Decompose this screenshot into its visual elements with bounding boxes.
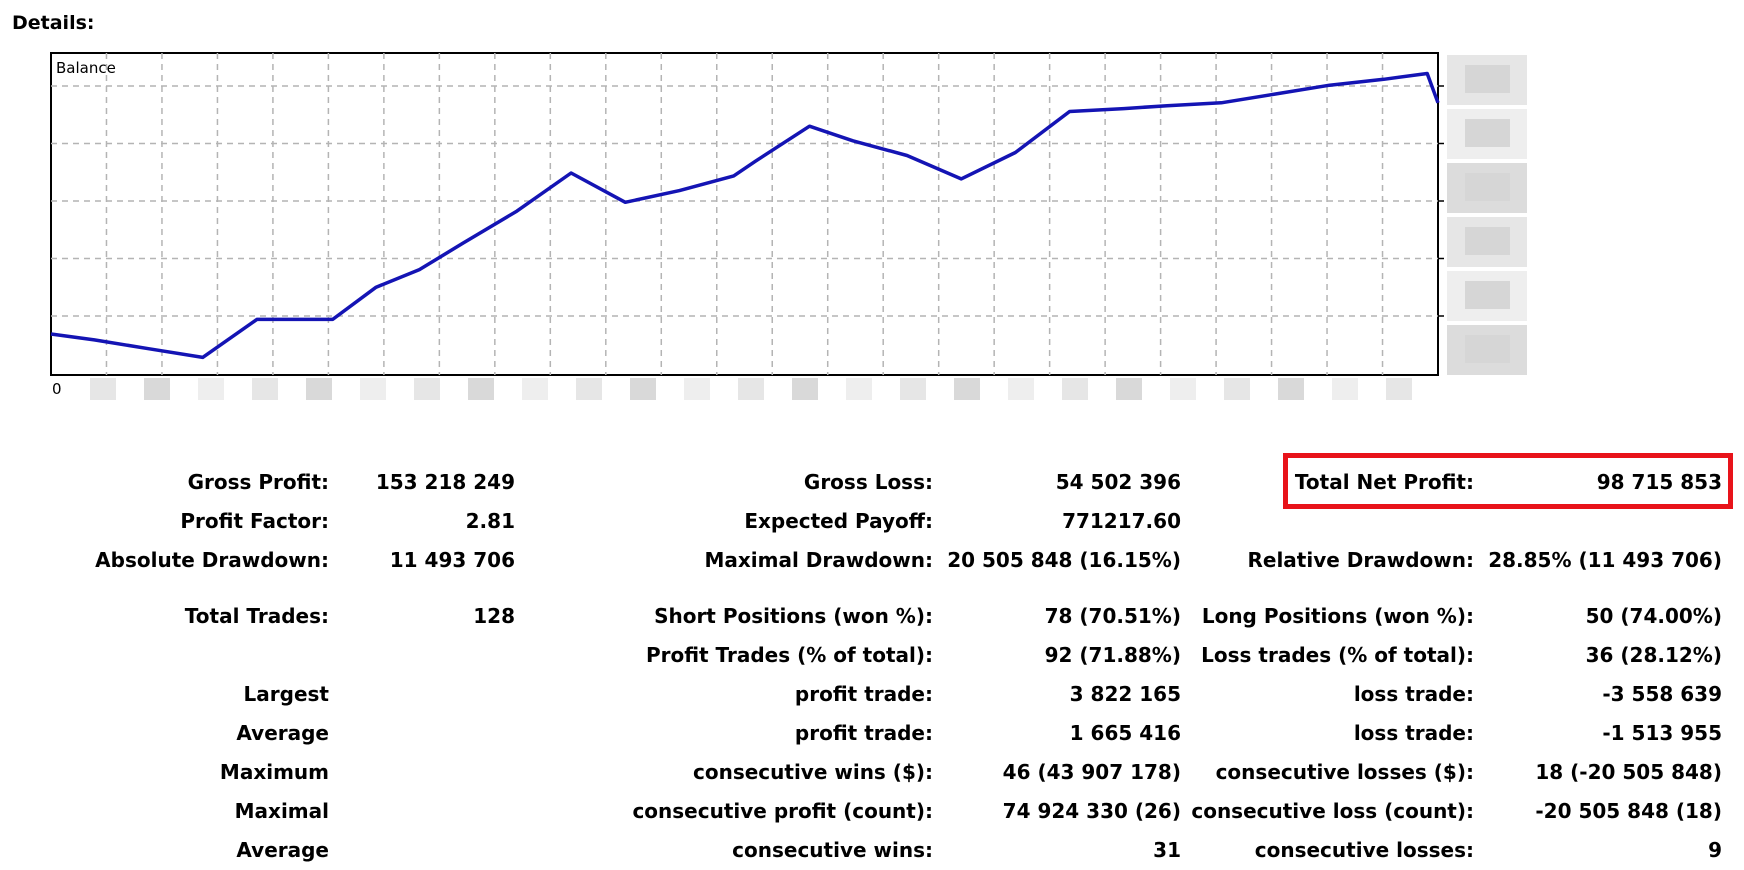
expected-payoff-label: Expected Payoff:: [744, 509, 933, 533]
x-tick-label-obscured: [576, 378, 602, 400]
avg-consec-wins-label: consecutive wins:: [732, 838, 933, 862]
avg-consec-losses-label: consecutive losses:: [1254, 838, 1474, 862]
max-consec-wins-value: 46 (43 907 178): [1002, 760, 1181, 784]
short-positions-value: 78 (70.51%): [1044, 604, 1181, 628]
largest-loss-label: loss trade:: [1353, 682, 1474, 706]
maximal-drawdown-value: 20 505 848 (16.15%): [947, 548, 1181, 572]
maximal-consec-profit-value: 74 924 330 (26): [1002, 799, 1181, 823]
x-tick-label-obscured: [414, 378, 440, 400]
profit-factor-label: Profit Factor:: [180, 509, 329, 533]
y-tick-label-obscured: [1465, 173, 1510, 201]
relative-drawdown-label: Relative Drawdown:: [1247, 548, 1474, 572]
absolute-drawdown-value: 11 493 706: [389, 548, 515, 572]
y-tick-label-obscured: [1465, 281, 1510, 309]
x-tick-label-obscured: [1278, 378, 1304, 400]
total-net-profit-label: Total Net Profit:: [1294, 470, 1474, 494]
max-consec-losses-value: 18 (-20 505 848): [1535, 760, 1722, 784]
x-tick-label-obscured: [684, 378, 710, 400]
chart-title: Balance: [56, 59, 116, 77]
y-tick-label-obscured: [1465, 227, 1510, 255]
x-tick-label-obscured: [306, 378, 332, 400]
average-loss-label: loss trade:: [1353, 721, 1474, 745]
x-tick-label-obscured: [198, 378, 224, 400]
expected-payoff-value: 771217.60: [1062, 509, 1181, 533]
y-tick-label-obscured: [1465, 65, 1510, 93]
avg-consec-losses-value: 9: [1708, 838, 1722, 862]
x-tick-label-obscured: [1332, 378, 1358, 400]
average-label: Average: [236, 721, 329, 745]
average-profit-label: profit trade:: [794, 721, 933, 745]
gross-loss-label: Gross Loss:: [803, 470, 933, 494]
x-tick-label-obscured: [252, 378, 278, 400]
balance-chart-svg: Balance 0: [50, 52, 1527, 400]
details-heading: Details:: [12, 12, 95, 34]
maximal-label: Maximal: [234, 799, 329, 823]
total-net-profit-highlight: [1283, 453, 1733, 509]
short-positions-label: Short Positions (won %):: [654, 604, 933, 628]
x-tick-label-obscured: [738, 378, 764, 400]
maximal-drawdown-label: Maximal Drawdown:: [704, 548, 933, 572]
maximal-consec-loss-value: -20 505 848 (18): [1535, 799, 1722, 823]
x-tick-label-obscured: [900, 378, 926, 400]
balance-line: [50, 71, 1440, 360]
x-tick-label-obscured: [360, 378, 386, 400]
x-tick-label-obscured: [1116, 378, 1142, 400]
x-tick-label-obscured: [90, 378, 116, 400]
x-tick-label-obscured: [954, 378, 980, 400]
x-tick-label-obscured: [468, 378, 494, 400]
maximum-label: Maximum: [219, 760, 329, 784]
absolute-drawdown-label: Absolute Drawdown:: [95, 548, 329, 572]
gross-loss-value: 54 502 396: [1055, 470, 1181, 494]
total-trades-label: Total Trades:: [184, 604, 329, 628]
x-tick-label-obscured: [846, 378, 872, 400]
x-tick-label-obscured: [144, 378, 170, 400]
loss-trades-value: 36 (28.12%): [1585, 643, 1722, 667]
max-consec-losses-label: consecutive losses ($):: [1215, 760, 1474, 784]
average2-label: Average: [236, 838, 329, 862]
loss-trades-label: Loss trades (% of total):: [1201, 643, 1474, 667]
x-tick-label-obscured: [1062, 378, 1088, 400]
x-tick-label-obscured: [1170, 378, 1196, 400]
largest-profit-value: 3 822 165: [1069, 682, 1181, 706]
balance-chart: Balance 0: [50, 52, 1527, 400]
x-tick-label-obscured: [1386, 378, 1412, 400]
avg-consec-wins-value: 31: [1153, 838, 1181, 862]
y-tick-label-obscured: [1465, 119, 1510, 147]
long-positions-label: Long Positions (won %):: [1201, 604, 1474, 628]
x-tick-label-obscured: [1008, 378, 1034, 400]
total-net-profit-value: 98 715 853: [1596, 470, 1722, 494]
profit-trades-label: Profit Trades (% of total):: [645, 643, 933, 667]
average-loss-value: -1 513 955: [1602, 721, 1722, 745]
x-tick-label-obscured: [792, 378, 818, 400]
x-tick-label-obscured: [1224, 378, 1250, 400]
plot-area: [50, 52, 1439, 376]
relative-drawdown-value: 28.85% (11 493 706): [1488, 548, 1722, 572]
profit-factor-value: 2.81: [465, 509, 515, 533]
largest-profit-label: profit trade:: [794, 682, 933, 706]
gross-profit-value: 153 218 249: [375, 470, 515, 494]
long-positions-value: 50 (74.00%): [1585, 604, 1722, 628]
x-tick-label-obscured: [630, 378, 656, 400]
largest-label: Largest: [243, 682, 329, 706]
gross-profit-label: Gross Profit:: [187, 470, 329, 494]
average-profit-value: 1 665 416: [1069, 721, 1181, 745]
profit-trades-value: 92 (71.88%): [1044, 643, 1181, 667]
max-consec-wins-label: consecutive wins ($):: [692, 760, 933, 784]
x-origin-label: 0: [52, 380, 62, 398]
largest-loss-value: -3 558 639: [1602, 682, 1722, 706]
y-tick-label-obscured: [1465, 335, 1510, 363]
maximal-consec-profit-label: consecutive profit (count):: [632, 799, 933, 823]
x-tick-label-obscured: [522, 378, 548, 400]
total-trades-value: 128: [473, 604, 515, 628]
maximal-consec-loss-label: consecutive loss (count):: [1191, 799, 1474, 823]
